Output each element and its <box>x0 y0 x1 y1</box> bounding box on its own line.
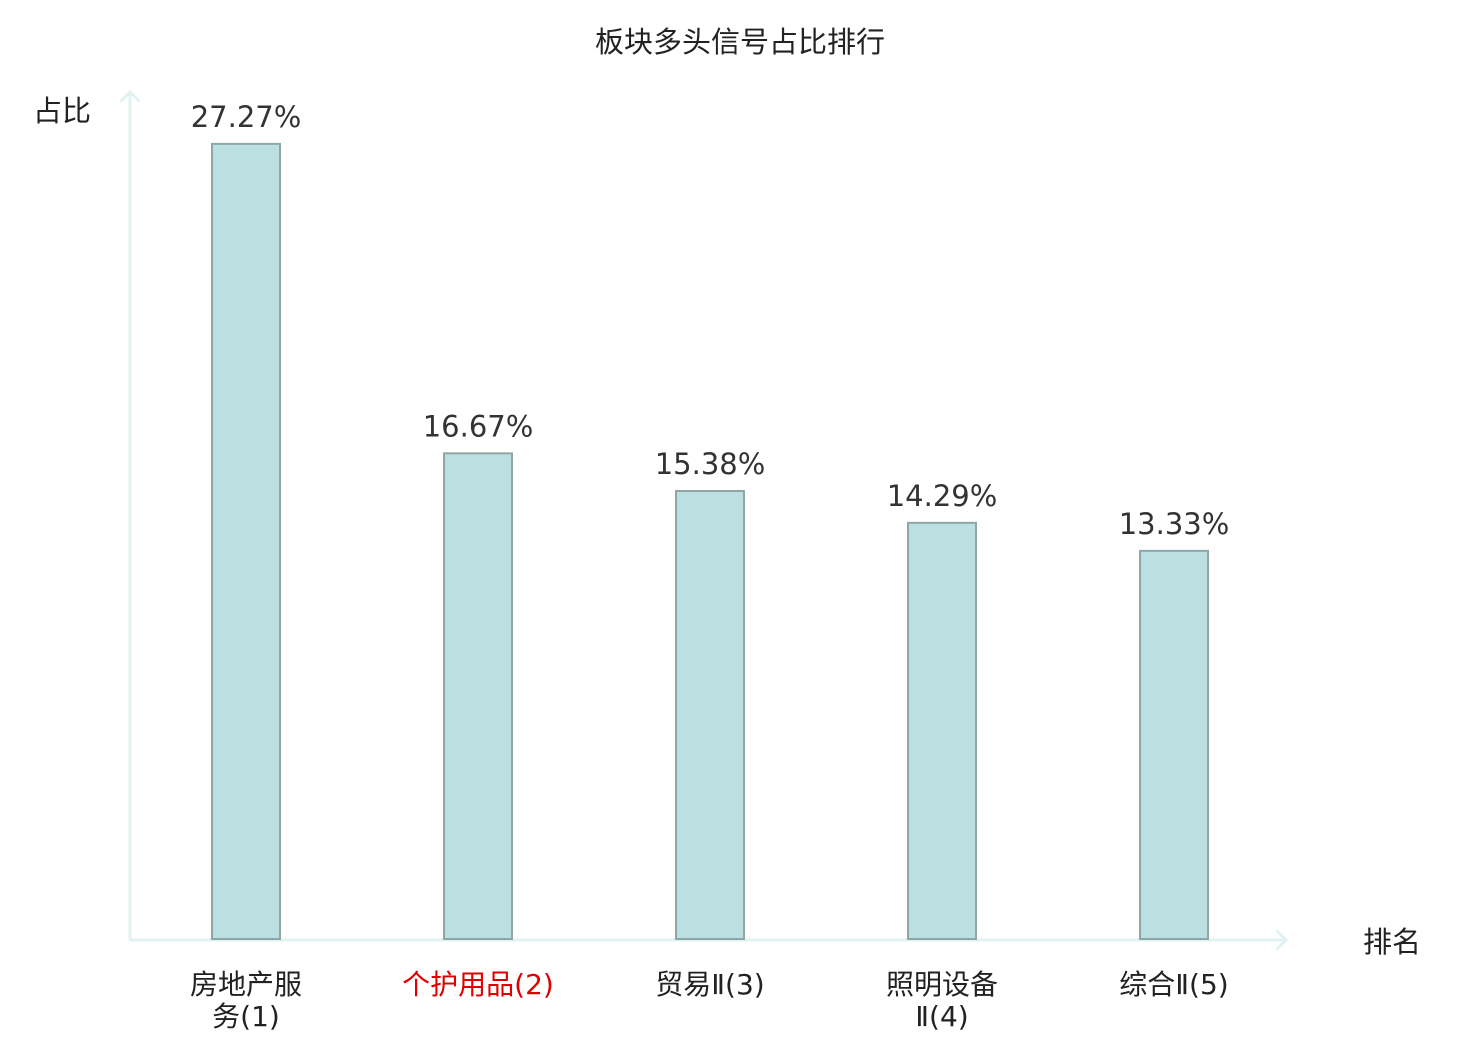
value-label: 16.67% <box>423 409 534 443</box>
bar <box>443 452 513 940</box>
value-label: 13.33% <box>1119 507 1230 541</box>
bar <box>675 490 745 940</box>
value-label: 15.38% <box>655 447 766 481</box>
x-tick-label: 务(1) <box>212 1000 280 1033</box>
bar <box>1139 549 1209 940</box>
y-axis-label: 占比 <box>33 94 91 128</box>
x-tick-label: 房地产服 <box>190 968 302 1001</box>
chart-title: 板块多头信号占比排行 <box>595 25 885 59</box>
bar <box>907 521 977 940</box>
x-tick-label: 照明设备 <box>886 968 998 1001</box>
x-tick-label: 综合Ⅱ(5) <box>1119 968 1228 1001</box>
x-tick-label: 贸易Ⅱ(3) <box>655 968 764 1001</box>
x-tick-label: Ⅱ(4) <box>915 1000 968 1033</box>
value-label: 14.29% <box>887 479 998 513</box>
value-labels-layer: 27.27% 16.67% 15.38% 14.29% 13.33% <box>191 100 1230 541</box>
x-tick-label: 个护用品(2) <box>402 968 554 1001</box>
bar <box>211 142 281 941</box>
value-label: 27.27% <box>191 100 302 134</box>
bars-layer <box>211 142 1209 941</box>
x-axis-label: 排名 <box>1363 925 1421 959</box>
